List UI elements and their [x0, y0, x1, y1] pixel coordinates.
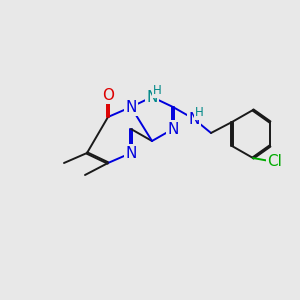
- Text: N: N: [125, 146, 137, 160]
- Text: N: N: [146, 89, 158, 104]
- Text: Cl: Cl: [268, 154, 282, 169]
- Text: O: O: [102, 88, 114, 103]
- Text: H: H: [153, 85, 161, 98]
- Text: N: N: [188, 112, 200, 127]
- Text: N: N: [167, 122, 179, 136]
- Text: H: H: [195, 106, 203, 119]
- Text: N: N: [125, 100, 137, 115]
